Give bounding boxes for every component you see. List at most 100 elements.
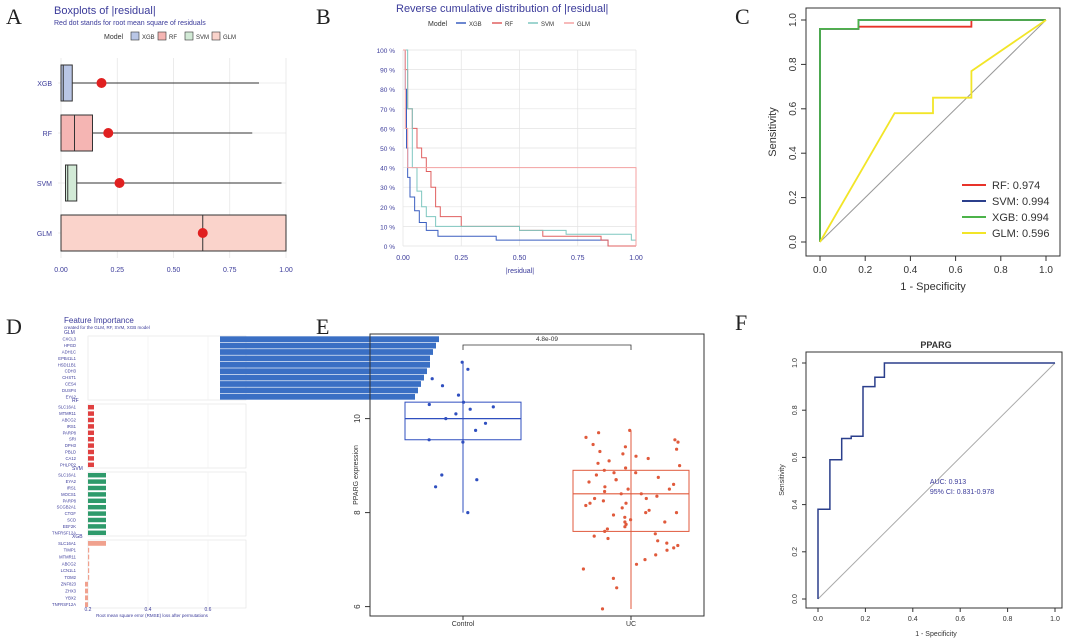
panel-letter-a: A <box>6 4 22 29</box>
chart-d-bar <box>220 381 421 387</box>
chart-e-point <box>623 445 628 449</box>
chart-d-bar <box>88 443 94 448</box>
chart-f-frame <box>805 351 1063 609</box>
chart-d-bar <box>88 547 90 553</box>
chart-c-ytick: 0.8 <box>788 57 799 71</box>
chart-d-feature-label: MTMR11 <box>59 411 77 416</box>
chart-e-point <box>444 417 448 421</box>
chart-c-xtick: 0.2 <box>858 265 872 276</box>
chart-e-point <box>647 508 651 512</box>
chart-d-bar <box>220 349 433 355</box>
chart-e-point <box>624 501 628 505</box>
chart-e-point <box>614 478 618 482</box>
chart-d-feature-label: CDH3 <box>65 369 77 374</box>
chart-d-feature-label: SCGB2A1 <box>57 505 77 510</box>
chart-f-diagonal <box>817 362 1056 600</box>
chart-d-block <box>87 335 247 401</box>
chart-e-point <box>584 435 588 439</box>
chart-d-feature-label: EYA2 <box>66 479 77 484</box>
chart-d-feature-label: SCD <box>67 518 76 523</box>
chart-d-bar <box>220 374 424 381</box>
chart-d-bar <box>88 524 106 529</box>
chart-d-group-label: RF <box>72 398 79 404</box>
chart-a-xtick: 0.75 <box>223 267 237 274</box>
chart-d-bar <box>88 504 106 510</box>
chart-d-feature-label: IRS1 <box>67 424 77 429</box>
chart-c-ytick: 1.0 <box>788 13 799 27</box>
chart-d-feature-label: HSD11B1 <box>58 362 77 367</box>
chart-e-point <box>474 428 478 432</box>
chart-e-point <box>663 520 667 524</box>
chart-b-xlabel: |residual| <box>506 268 534 275</box>
chart-e-point <box>603 529 607 534</box>
chart-b-ytick: 50 % <box>380 146 395 153</box>
chart-d-feature-label: EPB41L1 <box>58 356 76 361</box>
chart-e-point <box>592 534 596 538</box>
chart-a-rmse-dot <box>114 178 125 188</box>
chart-b-title: Reverse cumulative distribution of |resi… <box>396 3 608 15</box>
chart-d-group-label: SVM <box>72 466 83 472</box>
chart-d-feature-label: PBLD <box>65 450 76 455</box>
chart-d-bar <box>88 492 106 497</box>
chart-d-feature-label: ZHX3 <box>65 589 76 594</box>
chart-d-group-label: XGB <box>72 534 83 540</box>
chart-e-frame <box>369 333 705 617</box>
chart-d-feature-label: TNFRSF12A <box>52 602 76 607</box>
chart-d-bar <box>220 361 430 368</box>
chart-e-point <box>593 496 597 501</box>
chart-d-bar <box>88 404 94 410</box>
chart-e-point <box>460 360 464 364</box>
chart-e-point <box>483 421 488 425</box>
chart-d-feature-label: TOM2 <box>64 575 76 580</box>
chart-b-legend-label: GLM <box>577 22 590 28</box>
chart-a-rmse-dot <box>103 128 114 138</box>
chart-d-feature-label: PARP8 <box>63 430 77 435</box>
chart-d-bar <box>88 411 94 416</box>
chart-d-group-label: GLM <box>64 330 75 336</box>
chart-e-point <box>454 412 458 416</box>
chart-b-ytick: 60 % <box>380 126 395 133</box>
chart-b-series-line <box>403 49 637 246</box>
chart-c-ytick: 0.2 <box>788 190 799 204</box>
chart-e-point <box>600 607 605 611</box>
panel-letter-b: B <box>316 4 331 29</box>
chart-e-point <box>606 536 610 541</box>
chart-e-point <box>603 489 607 494</box>
chart-e-point <box>598 449 602 454</box>
chart-d-feature-label: DPH3 <box>65 443 77 448</box>
chart-d-feature-label: TIMP1 <box>64 548 77 553</box>
chart-a-box <box>60 214 287 252</box>
chart-d-bar <box>88 424 94 429</box>
chart-d-bar <box>220 387 418 394</box>
chart-e-point <box>591 442 595 447</box>
chart-a-xtick: 1.00 <box>279 267 293 274</box>
chart-e-box <box>404 401 522 441</box>
chart-e-ytick: 6 <box>353 604 362 609</box>
chart-d-title: Feature Importance <box>64 316 134 325</box>
chart-e-point <box>653 532 657 536</box>
chart-b-ytick: 40 % <box>380 166 395 173</box>
chart-d-block <box>87 403 247 469</box>
chart-e-point <box>588 501 592 505</box>
chart-a-category-label: RF <box>43 131 52 138</box>
chart-e-point <box>674 510 679 515</box>
chart-e-point <box>603 485 607 489</box>
chart-f-ytick: 0.0 <box>792 594 799 604</box>
chart-f-xtick: 0.8 <box>1003 616 1013 623</box>
chart-c-ytick: 0.6 <box>788 101 799 115</box>
chart-e-point <box>623 525 627 529</box>
chart-e-point <box>620 506 624 510</box>
chart-d-feature-label: SLC16A1 <box>58 473 77 478</box>
chart-a-legend-swatch <box>184 31 194 41</box>
chart-d-feature-label: HPGD <box>64 343 76 348</box>
chart-d-xtick: 0.4 <box>145 607 152 613</box>
chart-a-legend-swatch <box>130 31 140 41</box>
chart-e-point <box>639 492 643 496</box>
chart-d-feature-label: ADH1C <box>62 350 76 355</box>
panel-letter-f: F <box>735 310 748 335</box>
chart-f-xlabel: 1 - Specificity <box>915 631 957 638</box>
chart-f-ytick: 0.2 <box>792 547 799 557</box>
chart-a-legend-label: GLM <box>223 35 236 41</box>
chart-c-legend-label: RF: 0.974 <box>992 180 1040 192</box>
